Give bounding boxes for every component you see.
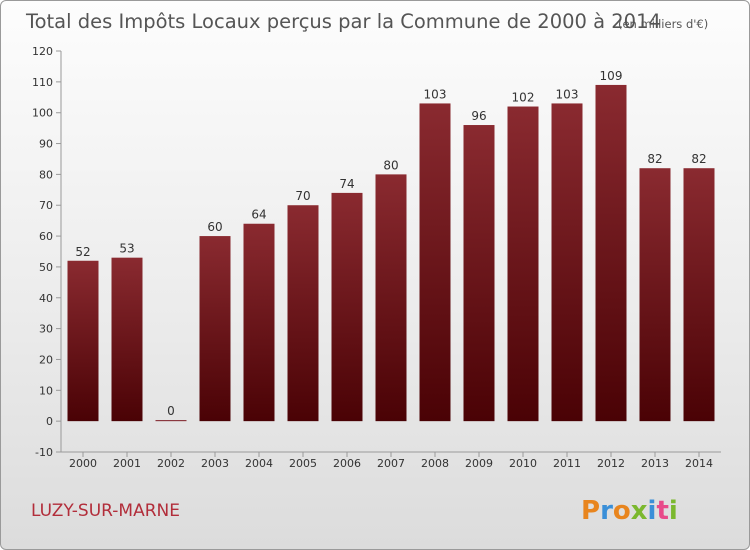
x-tick-label-2012: 2012 (597, 457, 625, 470)
bar-2007 (375, 174, 407, 422)
y-tick-label: 10 (39, 384, 53, 397)
x-tick-label-2007: 2007 (377, 457, 405, 470)
x-tick-label-2003: 2003 (201, 457, 229, 470)
bar-2010 (507, 106, 539, 422)
x-tick-label-2014: 2014 (685, 457, 713, 470)
data-label-2003: 60 (207, 220, 222, 234)
y-tick-label: 100 (32, 107, 53, 120)
data-label-2014: 82 (691, 152, 706, 166)
bar-2013 (639, 168, 671, 422)
data-label-2007: 80 (383, 158, 398, 172)
x-tick-label-2005: 2005 (289, 457, 317, 470)
data-label-2006: 74 (339, 177, 354, 191)
data-label-2001: 53 (119, 242, 134, 256)
y-tick-label: 0 (46, 415, 53, 428)
bar-2011 (551, 103, 583, 422)
data-label-2002: 0 (167, 404, 175, 418)
bar-2001 (111, 257, 143, 422)
x-tick-label-2001: 2001 (113, 457, 141, 470)
bar-2005 (287, 205, 319, 422)
bar-2002 (155, 420, 187, 422)
logo-letter: o (613, 496, 631, 526)
data-label-2008: 103 (424, 87, 447, 101)
data-label-2004: 64 (251, 208, 266, 222)
x-tick-label-2004: 2004 (245, 457, 273, 470)
y-tick-label: 30 (39, 323, 53, 336)
logo-letter: i (648, 496, 657, 526)
bars-group: 52 53 0 60 64 70 74 80 103 96 102 103 109 82 82 (67, 69, 715, 422)
y-tick-label: -10 (35, 446, 53, 459)
x-tick-label-2006: 2006 (333, 457, 361, 470)
data-label-2011: 103 (556, 87, 579, 101)
data-label-2000: 52 (75, 245, 90, 259)
logo-letter: r (600, 496, 613, 526)
bar-2008 (419, 103, 451, 422)
bar-2014 (683, 168, 715, 422)
logo-letter: t (656, 496, 668, 526)
logo-letter: i (669, 496, 678, 526)
x-tick-label-2002: 2002 (157, 457, 185, 470)
bar-2003 (199, 236, 231, 422)
x-tick-label-2008: 2008 (421, 457, 449, 470)
y-tick-label: 120 (32, 45, 53, 58)
x-tick-label-2010: 2010 (509, 457, 537, 470)
chart-unit-note: (en milliers d'€) (618, 17, 708, 31)
chart-title: Total des Impôts Locaux perçus par la Co… (25, 10, 661, 33)
y-tick-label: 110 (32, 76, 53, 89)
data-label-2010: 102 (512, 91, 535, 105)
bar-2004 (243, 223, 275, 422)
y-tick-label: 40 (39, 292, 53, 305)
x-tick-label-2013: 2013 (641, 457, 669, 470)
bar-2012 (595, 84, 627, 422)
y-tick-label: 90 (39, 138, 53, 151)
bar-2006 (331, 192, 363, 422)
logo-letter: x (631, 496, 648, 526)
data-label-2005: 70 (295, 189, 310, 203)
data-label-2012: 109 (600, 69, 623, 83)
y-tick-label: 50 (39, 261, 53, 274)
proxiti-logo: Proxiti (581, 496, 678, 526)
x-tick-label-2011: 2011 (553, 457, 581, 470)
y-tick-label: 80 (39, 168, 53, 181)
x-tick-label-2000: 2000 (69, 457, 97, 470)
y-axis: -10 0 10 20 30 40 50 60 70 80 90 100 110 120 (32, 45, 62, 459)
bar-2009 (463, 125, 495, 422)
commune-name: LUZY-SUR-MARNE (31, 501, 180, 521)
data-label-2013: 82 (647, 152, 662, 166)
x-tick-label-2009: 2009 (465, 457, 493, 470)
y-tick-label: 70 (39, 199, 53, 212)
logo-letter: P (581, 496, 600, 526)
y-tick-label: 60 (39, 230, 53, 243)
y-tick-label: 20 (39, 353, 53, 366)
data-label-2009: 96 (471, 109, 486, 123)
bar-2000 (67, 260, 99, 422)
x-axis: 2000 2001 2002 2003 2004 2005 2006 2007 2008 2009… (61, 451, 721, 470)
